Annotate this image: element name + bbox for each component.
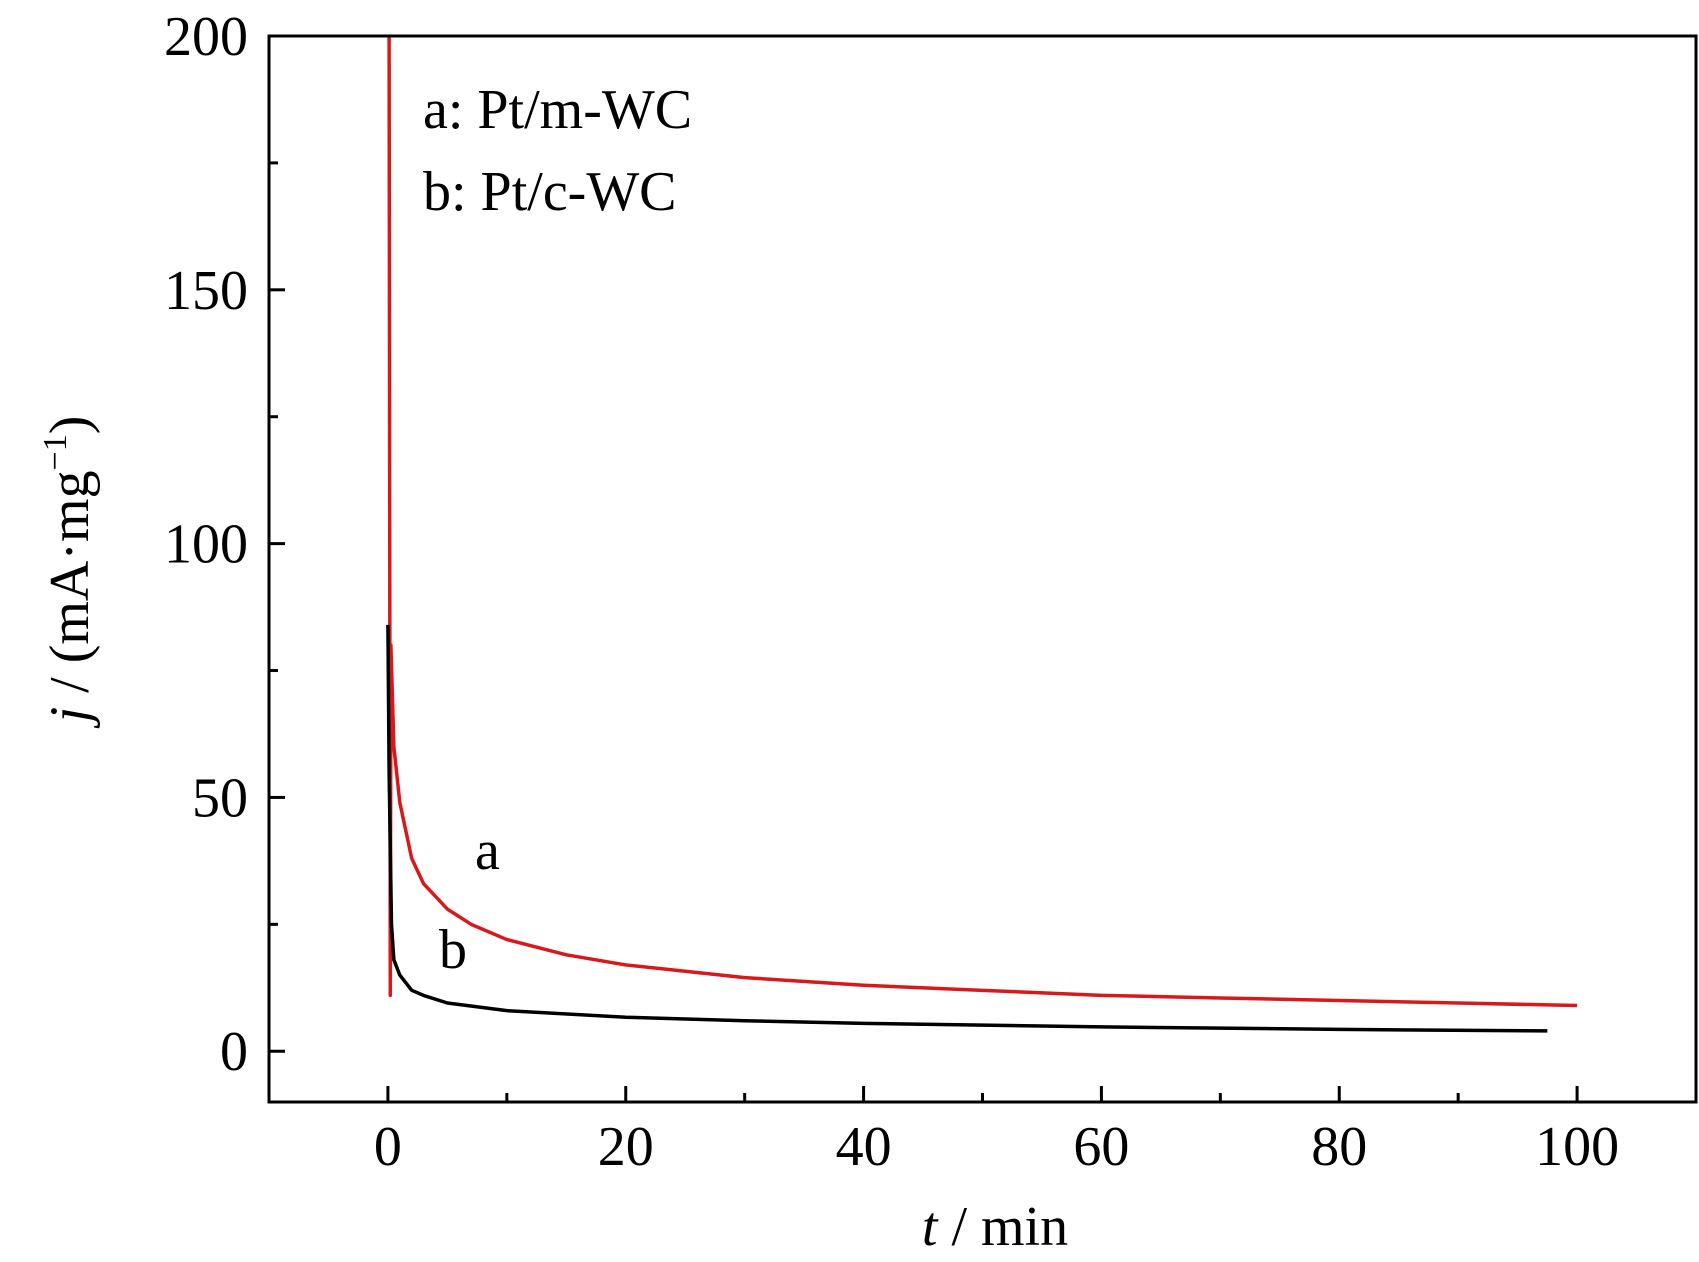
x-tick-label: 20 bbox=[598, 1116, 654, 1178]
plot-area bbox=[386, 36, 1578, 1033]
series-line bbox=[387, 36, 1578, 1008]
x-tick-label: 80 bbox=[1311, 1116, 1367, 1178]
y-tick-label: 100 bbox=[164, 514, 248, 576]
y-tick-label: 50 bbox=[192, 767, 248, 829]
curve-label: b bbox=[439, 919, 467, 981]
y-tick-label: 150 bbox=[164, 260, 248, 322]
y-tick-label: 0 bbox=[220, 1021, 248, 1083]
y-axis-title: j / (mA·mg−1) bbox=[37, 416, 101, 729]
y-tick-label: 200 bbox=[164, 6, 248, 68]
curve-label: a bbox=[475, 820, 500, 882]
legend-entry: b: Pt/c-WC bbox=[423, 161, 677, 223]
x-axis-title: t / min bbox=[922, 1196, 1068, 1258]
series-line bbox=[386, 624, 1548, 1033]
x-tick-label: 0 bbox=[374, 1116, 402, 1178]
x-tick-label: 100 bbox=[1535, 1116, 1619, 1178]
x-tick-label: 60 bbox=[1073, 1116, 1129, 1178]
x-tick-label: 40 bbox=[836, 1116, 892, 1178]
legend-entry: a: Pt/m-WC bbox=[423, 79, 692, 141]
